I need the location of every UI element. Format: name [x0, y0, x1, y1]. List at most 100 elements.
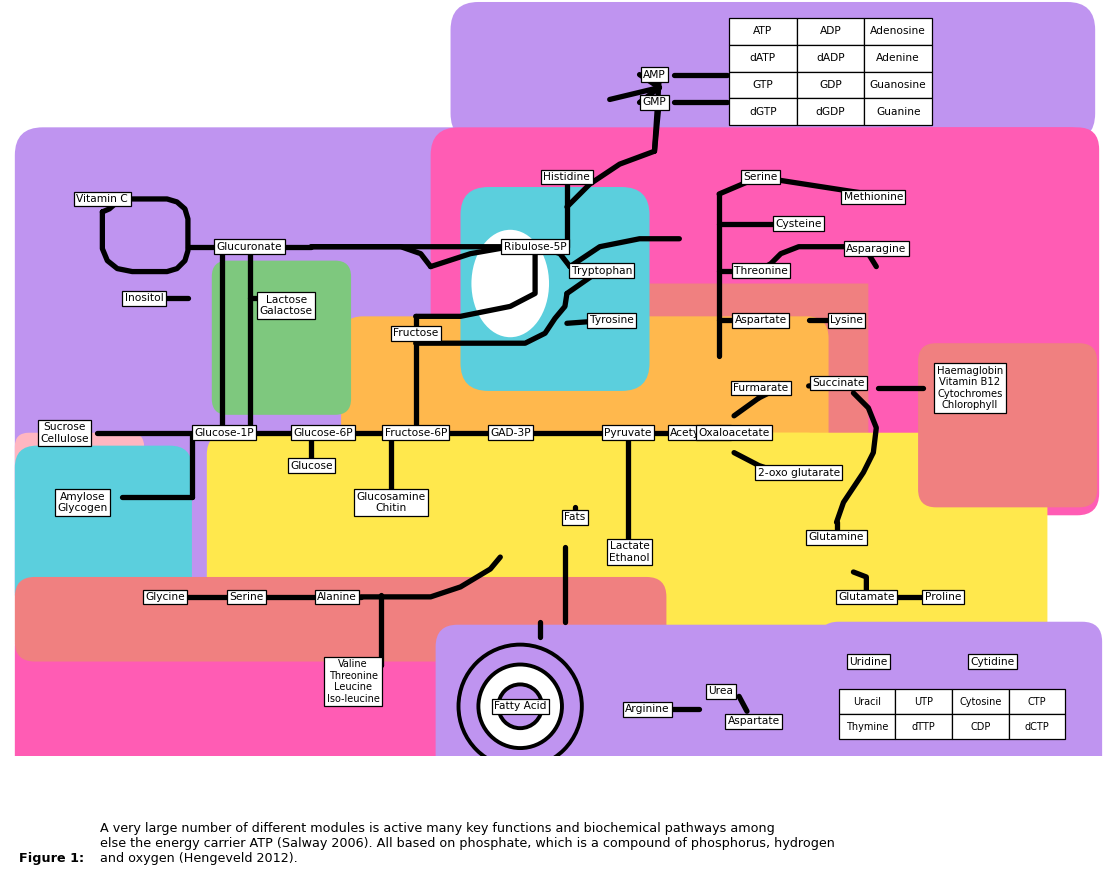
Text: Aspartate: Aspartate: [735, 315, 787, 325]
Text: Threonine: Threonine: [733, 266, 788, 275]
Text: Glycine: Glycine: [145, 592, 185, 602]
FancyBboxPatch shape: [14, 619, 869, 823]
Text: Adenosine: Adenosine: [870, 26, 926, 36]
Text: Cysteine: Cysteine: [776, 219, 822, 229]
Text: Cytidine: Cytidine: [971, 656, 1015, 667]
FancyBboxPatch shape: [14, 446, 192, 614]
Text: Urea: Urea: [709, 687, 733, 696]
FancyBboxPatch shape: [14, 128, 517, 620]
Text: Furmarate: Furmarate: [733, 383, 789, 393]
FancyBboxPatch shape: [629, 283, 1092, 482]
Text: Acetyl-CoA: Acetyl-CoA: [670, 428, 728, 438]
Text: Amylose
Glycogen: Amylose Glycogen: [58, 492, 107, 514]
Text: GDP: GDP: [819, 80, 842, 90]
Text: Glucose-1P: Glucose-1P: [194, 428, 254, 438]
Text: Serine: Serine: [743, 172, 778, 182]
Circle shape: [499, 685, 542, 728]
Bar: [797, 18, 864, 45]
Bar: [797, 45, 864, 71]
Text: Cytosine: Cytosine: [960, 697, 1002, 706]
Bar: [839, 714, 895, 740]
FancyBboxPatch shape: [341, 316, 829, 545]
Text: dTTP: dTTP: [912, 721, 935, 732]
Circle shape: [459, 645, 582, 768]
Bar: [895, 689, 952, 714]
Bar: [864, 71, 932, 98]
Text: Guanine: Guanine: [876, 107, 921, 117]
Text: Figure 1:: Figure 1:: [19, 852, 84, 865]
Text: Inositol: Inositol: [125, 294, 164, 303]
Bar: [1008, 689, 1065, 714]
Bar: [952, 714, 1008, 740]
Bar: [864, 45, 932, 71]
Text: Fats: Fats: [564, 513, 585, 522]
Text: Fructose: Fructose: [393, 328, 439, 338]
Text: Haemaglobin
Vitamin B12
Cytochromes
Chlorophyll: Haemaglobin Vitamin B12 Cytochromes Chlo…: [936, 366, 1003, 410]
Text: Guanosine: Guanosine: [870, 80, 926, 90]
Text: Fatty Acid: Fatty Acid: [494, 701, 546, 712]
FancyBboxPatch shape: [14, 577, 666, 661]
Text: Lactate
Ethanol: Lactate Ethanol: [609, 541, 650, 563]
Circle shape: [479, 665, 562, 748]
Text: Serine: Serine: [229, 592, 264, 602]
Bar: [952, 689, 1008, 714]
FancyBboxPatch shape: [14, 433, 144, 513]
FancyBboxPatch shape: [819, 621, 1102, 820]
Text: Lactose
Galactose: Lactose Galactose: [260, 295, 312, 316]
Text: Glucose-6P: Glucose-6P: [294, 428, 353, 438]
Bar: [797, 98, 864, 125]
Bar: [864, 98, 932, 125]
Bar: [895, 714, 952, 740]
Text: GAD-3P: GAD-3P: [490, 428, 531, 438]
Text: A very large number of different modules is active many key functions and bioche: A very large number of different modules…: [100, 822, 834, 865]
Text: ATP: ATP: [753, 26, 772, 36]
Text: 2-oxo glutarate: 2-oxo glutarate: [758, 468, 840, 478]
Bar: [729, 98, 797, 125]
FancyBboxPatch shape: [435, 625, 863, 824]
Text: Alanine: Alanine: [317, 592, 357, 602]
Text: Proline: Proline: [925, 592, 962, 602]
Text: dADP: dADP: [817, 53, 845, 63]
Text: Oxaloacetate: Oxaloacetate: [698, 428, 770, 438]
FancyBboxPatch shape: [919, 343, 1097, 507]
Text: Asparagine: Asparagine: [847, 243, 906, 254]
Bar: [729, 71, 797, 98]
Bar: [729, 45, 797, 71]
Text: ADP: ADP: [820, 26, 841, 36]
Bar: [839, 689, 895, 714]
Text: Adenine: Adenine: [876, 53, 920, 63]
Text: Thymine: Thymine: [845, 721, 888, 732]
FancyBboxPatch shape: [461, 187, 649, 391]
FancyBboxPatch shape: [635, 433, 1047, 652]
Text: dATP: dATP: [750, 53, 776, 63]
Text: GMP: GMP: [643, 97, 666, 108]
Text: Glucuronate: Glucuronate: [217, 242, 283, 252]
Text: Valine
Threonine
Leucine
Iso-leucine: Valine Threonine Leucine Iso-leucine: [327, 659, 380, 704]
Text: Arginine: Arginine: [625, 704, 670, 714]
Text: Aspartate: Aspartate: [728, 716, 780, 726]
Text: GTP: GTP: [752, 80, 773, 90]
Text: Pyruvate: Pyruvate: [604, 428, 652, 438]
Text: Sucrose
Cellulose: Sucrose Cellulose: [40, 422, 89, 443]
Text: Uridine: Uridine: [849, 656, 888, 667]
FancyBboxPatch shape: [431, 128, 1097, 446]
Text: Lysine: Lysine: [830, 315, 863, 325]
Text: dGTP: dGTP: [749, 107, 777, 117]
Text: Glutamine: Glutamine: [809, 532, 864, 542]
Text: Uracil: Uracil: [853, 697, 881, 706]
Bar: [864, 18, 932, 45]
Text: CTP: CTP: [1027, 697, 1046, 706]
Text: Vitamin C: Vitamin C: [76, 194, 129, 204]
Text: Succinate: Succinate: [812, 378, 864, 388]
Bar: [1008, 714, 1065, 740]
Text: UTP: UTP: [914, 697, 933, 706]
Text: Glucosamine
Chitin: Glucosamine Chitin: [357, 492, 425, 514]
Text: Fructose-6P: Fructose-6P: [384, 428, 447, 438]
Text: Glutamate: Glutamate: [838, 592, 894, 602]
Ellipse shape: [471, 229, 550, 337]
Text: dCTP: dCTP: [1025, 721, 1049, 732]
Text: Histidine: Histidine: [544, 172, 591, 182]
FancyBboxPatch shape: [212, 261, 351, 415]
Bar: [797, 71, 864, 98]
Text: Ribulose-5P: Ribulose-5P: [504, 242, 566, 252]
